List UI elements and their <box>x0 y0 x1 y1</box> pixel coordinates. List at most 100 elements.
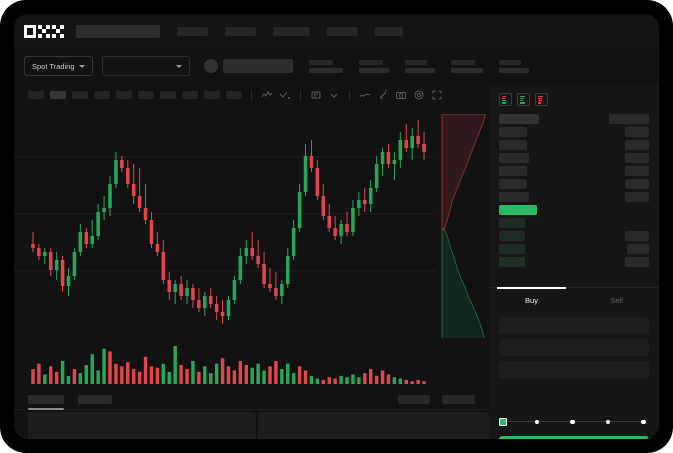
tab-action-2[interactable] <box>442 395 475 404</box>
tab-sell[interactable]: Sell <box>574 288 659 313</box>
timeframe-button-7[interactable] <box>160 91 176 99</box>
fullscreen-icon[interactable] <box>431 89 443 101</box>
top-navigation-bar <box>14 14 659 48</box>
nav-item-1[interactable] <box>177 26 208 36</box>
orderbook-ask-row-6[interactable] <box>489 192 659 202</box>
app-screen: Spot Trading <box>14 14 659 439</box>
orderbook-price <box>499 140 527 150</box>
timeframe-button-5[interactable] <box>116 91 132 99</box>
submit-order-button[interactable] <box>499 436 649 439</box>
orderbook-bid-row-3[interactable] <box>489 244 659 254</box>
slider-mark-50[interactable] <box>570 419 575 424</box>
market-stats <box>293 59 529 73</box>
slider-mark-75[interactable] <box>605 419 610 424</box>
orderbook-size <box>625 257 649 267</box>
timeframe-button-10[interactable] <box>226 91 242 99</box>
timeframe-button-8[interactable] <box>182 91 198 99</box>
camera-icon[interactable] <box>395 89 407 101</box>
market-stat-3 <box>404 59 435 73</box>
tab-buy[interactable]: Buy <box>489 287 574 313</box>
timeframe-button-6[interactable] <box>138 91 154 99</box>
orderbook-bid-row-1[interactable] <box>489 218 659 228</box>
timeframe-button-9[interactable] <box>204 91 220 99</box>
orderbook-price <box>499 231 525 241</box>
pair-select-dropdown[interactable] <box>101 56 190 76</box>
orderbook-ask-row-1[interactable] <box>489 127 659 137</box>
orderbook-both-icon[interactable] <box>499 93 512 106</box>
orderbook-size <box>625 192 649 202</box>
tab-open-orders[interactable] <box>28 395 64 410</box>
logo-letter-k <box>38 24 50 38</box>
trading-mode-selector[interactable]: Spot Trading <box>24 56 93 76</box>
orderbook-size <box>625 166 649 176</box>
magnet-icon[interactable] <box>377 89 389 101</box>
orderbook-size <box>625 231 649 241</box>
total-field[interactable] <box>499 361 649 378</box>
slider-mark-25[interactable] <box>534 419 539 424</box>
orderbook-sidebar: Buy Sell <box>489 84 659 439</box>
orderbook-bid-row-2[interactable] <box>489 231 659 241</box>
orderbook-size <box>625 127 649 137</box>
volume-histogram-svg <box>31 346 426 384</box>
nav-items <box>160 26 403 36</box>
tab-buy-label: Buy <box>525 296 538 305</box>
orderbook-ask-row-5[interactable] <box>489 179 659 189</box>
tab-order-history[interactable] <box>78 395 112 404</box>
price-field[interactable] <box>499 317 649 334</box>
orderbook-price <box>499 218 525 228</box>
candlestick-chart[interactable] <box>14 106 489 338</box>
indicator-icon[interactable] <box>261 89 273 101</box>
orderbook-bid-row-4[interactable] <box>489 257 659 267</box>
orderbook-header[interactable] <box>489 114 659 124</box>
toolbar-divider <box>300 89 301 101</box>
line-chart-icon[interactable] <box>359 89 371 101</box>
chevron-down-icon <box>78 64 85 68</box>
nav-item-4[interactable] <box>327 26 358 36</box>
okx-logo-icon[interactable] <box>24 24 64 38</box>
orderbook-size <box>609 114 649 124</box>
timeframe-button-2[interactable] <box>50 91 66 99</box>
orderbook-view-toggles <box>489 84 659 106</box>
settings-icon[interactable] <box>413 89 425 101</box>
orderbook-asks-icon[interactable] <box>535 93 548 106</box>
search-input[interactable] <box>76 24 160 38</box>
timeframe-button-4[interactable] <box>94 91 110 99</box>
orderbook-size <box>627 244 649 254</box>
amount-field[interactable] <box>499 339 649 356</box>
orderbook-size <box>625 153 649 163</box>
orderbook-ask-row-4[interactable] <box>489 166 659 176</box>
tab-action-1[interactable] <box>398 395 430 404</box>
pair-coin-avatar <box>203 59 218 73</box>
slider-mark-100[interactable] <box>641 419 646 424</box>
slider-handle[interactable] <box>499 418 507 426</box>
buy-sell-tabs: Buy Sell <box>489 287 659 313</box>
nav-item-2[interactable] <box>225 26 256 36</box>
orderbook-rows[interactable] <box>489 114 659 270</box>
compare-icon[interactable] <box>279 89 291 101</box>
order-form-fields <box>489 317 659 383</box>
orderbook-price <box>499 179 527 189</box>
pair-name-placeholder <box>222 59 293 73</box>
nav-item-3[interactable] <box>273 26 310 36</box>
trading-mode-label: Spot Trading <box>32 61 75 71</box>
timeframe-button-1[interactable] <box>28 91 44 99</box>
market-stat-5 <box>498 59 529 73</box>
orders-tabs-left <box>28 395 112 410</box>
stat-value <box>498 67 529 73</box>
nav-item-5[interactable] <box>375 26 403 36</box>
template-icon[interactable] <box>310 89 322 101</box>
orderbook-spread-row[interactable] <box>489 205 659 215</box>
orderbook-price <box>499 257 525 267</box>
amount-slider[interactable] <box>499 416 649 428</box>
timeframe-button-3[interactable] <box>72 91 88 99</box>
orderbook-price <box>499 205 537 215</box>
orderbook-ask-row-3[interactable] <box>489 153 659 163</box>
orderbook-bids-icon[interactable] <box>517 93 530 106</box>
orderbook-price <box>499 166 527 176</box>
tab-sell-label: Sell <box>610 296 623 305</box>
market-subbar: Spot Trading <box>14 48 659 84</box>
candlestick-chart-svg <box>14 120 437 324</box>
orderbook-ask-row-2[interactable] <box>489 140 659 150</box>
chevron-down-icon[interactable] <box>328 89 340 101</box>
